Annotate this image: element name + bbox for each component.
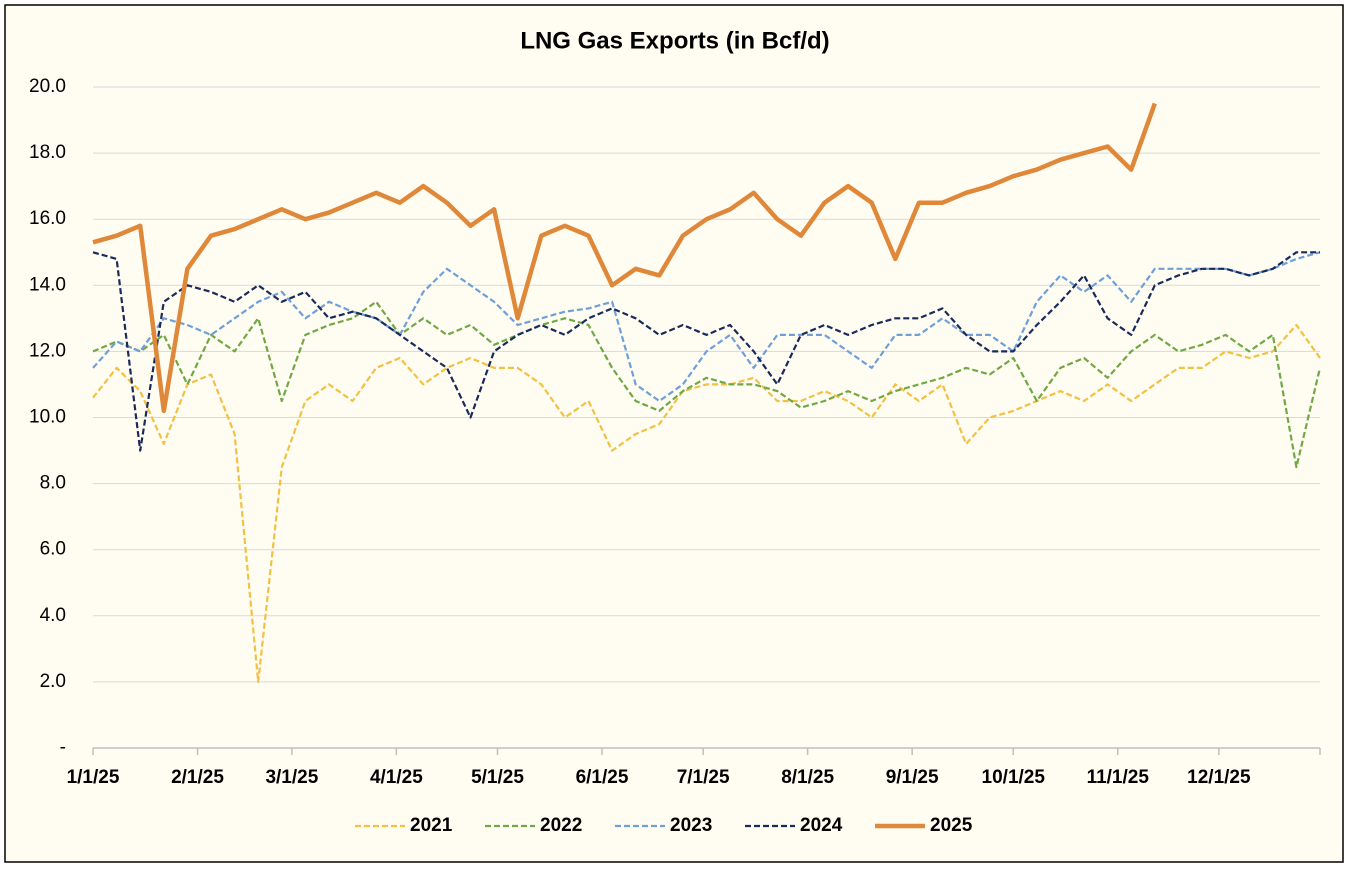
- chart-frame: [4, 4, 1344, 863]
- y-tick-label: 16.0: [29, 208, 66, 229]
- legend-label: 2025: [930, 815, 973, 836]
- series-line: [92, 251, 1321, 403]
- y-tick-label: 2.0: [40, 671, 66, 692]
- y-tick-label: 12.0: [29, 340, 66, 361]
- x-tick-label: 2/1/25: [171, 767, 224, 788]
- series-line: [92, 251, 1320, 452]
- y-tick-label: 8.0: [40, 473, 66, 494]
- x-tick-label: 5/1/25: [471, 767, 524, 788]
- x-tick-label: 9/1/25: [886, 767, 939, 788]
- x-tick-label: 6/1/25: [576, 767, 629, 788]
- chart-title: LNG Gas Exports (in Bcf/d): [520, 27, 829, 54]
- y-tick-label: 14.0: [29, 274, 66, 295]
- series-line: [92, 323, 1321, 683]
- x-tick-label: 12/1/25: [1187, 767, 1251, 788]
- series-line: [92, 102, 1157, 414]
- y-tick-label: 18.0: [29, 142, 66, 163]
- x-tick-label: 7/1/25: [677, 767, 730, 788]
- legend-label: 2024: [800, 815, 843, 836]
- y-tick-label: 4.0: [40, 605, 66, 626]
- x-tick-label: 1/1/25: [67, 767, 120, 788]
- legend-label: 2021: [410, 815, 453, 836]
- x-tick-label: 8/1/25: [781, 767, 834, 788]
- x-tick-label: 10/1/25: [982, 767, 1046, 788]
- y-tick-label: 10.0: [29, 407, 66, 428]
- x-tick-label: 3/1/25: [265, 767, 318, 788]
- x-tick-label: 11/1/25: [1087, 767, 1150, 788]
- legend-label: 2023: [670, 815, 712, 836]
- series-line: [92, 300, 1322, 469]
- y-tick-label: -: [60, 737, 66, 758]
- legend-label: 2022: [540, 815, 582, 836]
- x-tick-label: 4/1/25: [370, 767, 423, 788]
- y-tick-label: 20.0: [29, 76, 66, 97]
- y-tick-label: 6.0: [40, 539, 66, 560]
